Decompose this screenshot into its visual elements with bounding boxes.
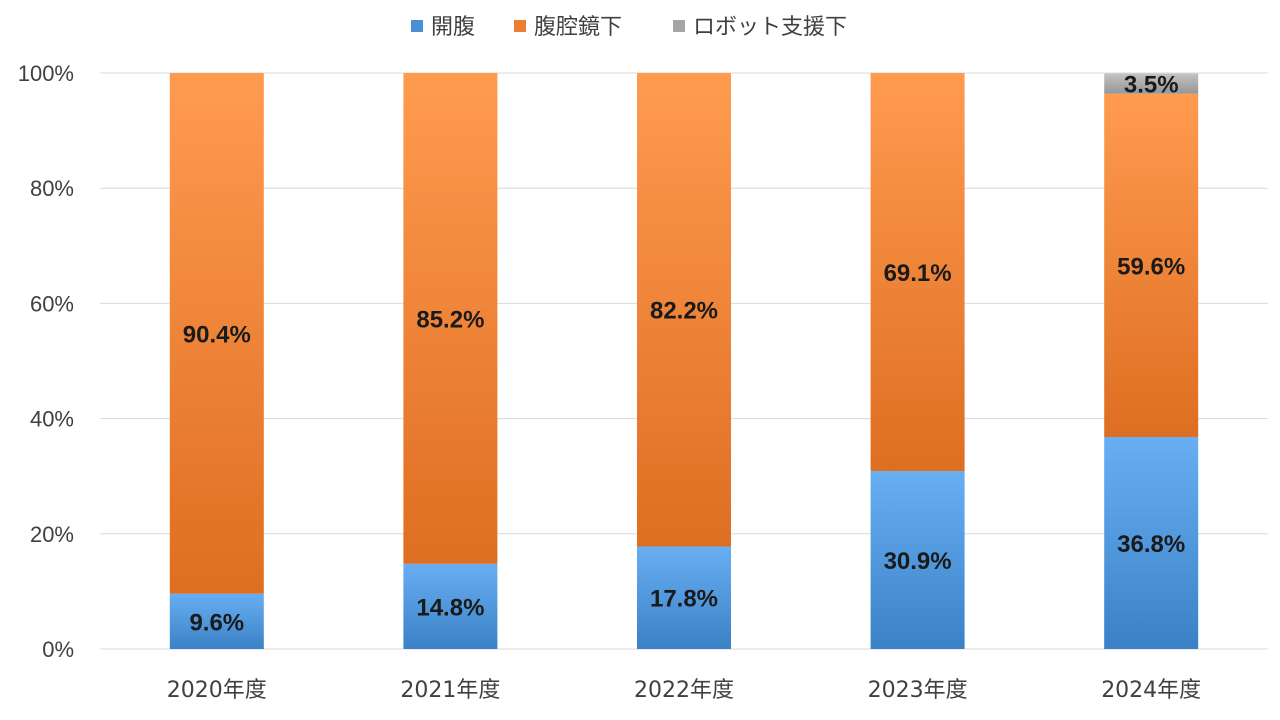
data-label: 69.1% xyxy=(884,260,952,287)
data-label: 14.8% xyxy=(416,594,484,621)
bar-segment xyxy=(1104,437,1199,649)
y-axis-ticks: 0% 20% 40% 60% 80% 100% xyxy=(18,61,74,662)
data-label: 17.8% xyxy=(650,586,718,613)
bar-segment xyxy=(870,471,965,649)
bar-segment xyxy=(169,593,264,649)
bar-segment xyxy=(1104,73,1199,94)
x-category-label: 2022年度 xyxy=(634,678,734,703)
data-label: 85.2% xyxy=(416,306,484,333)
y-tick-label: 60% xyxy=(30,291,74,316)
data-labels: 9.6% 90.4% 14.8% 85.2% 17.8% 82.2% 30.9% 69.1% 3… xyxy=(183,72,1185,637)
data-label: 9.6% xyxy=(189,609,244,636)
data-label: 59.6% xyxy=(1117,253,1185,280)
y-tick-label: 20% xyxy=(30,522,74,547)
x-category-label: 2021年度 xyxy=(400,678,500,703)
data-label: 3.5% xyxy=(1124,72,1179,99)
legend-label: 開腹 xyxy=(431,15,475,40)
x-axis-categories: 2020年度 2021年度 2022年度 2023年度 2024年度 xyxy=(167,678,1201,703)
y-tick-label: 40% xyxy=(30,407,74,432)
x-category-label: 2024年度 xyxy=(1101,678,1201,703)
bar-segment xyxy=(169,73,264,594)
legend-swatch xyxy=(673,20,685,32)
data-label: 90.4% xyxy=(183,321,251,348)
bar-segment xyxy=(637,73,731,547)
x-category-label: 2020年度 xyxy=(167,678,267,703)
legend-swatch xyxy=(411,20,423,32)
x-category-label: 2023年度 xyxy=(868,678,968,703)
bar-segment xyxy=(1104,93,1199,438)
data-label: 30.9% xyxy=(884,548,952,575)
data-label: 82.2% xyxy=(650,298,718,325)
data-label: 36.8% xyxy=(1117,531,1185,558)
bar-segment xyxy=(403,563,498,649)
legend: 開腹 腹腔鏡下 ロボット支援下 xyxy=(411,15,847,40)
legend-label: ロボット支援下 xyxy=(693,15,847,40)
bar-segment xyxy=(637,546,731,649)
bars xyxy=(169,73,1199,649)
y-tick-label: 100% xyxy=(18,61,74,86)
y-tick-label: 80% xyxy=(30,176,74,201)
legend-swatch xyxy=(514,20,526,32)
legend-label: 腹腔鏡下 xyxy=(534,15,622,40)
bar-segment xyxy=(403,73,498,564)
bar-segment xyxy=(870,73,965,472)
y-tick-label: 0% xyxy=(42,637,74,662)
